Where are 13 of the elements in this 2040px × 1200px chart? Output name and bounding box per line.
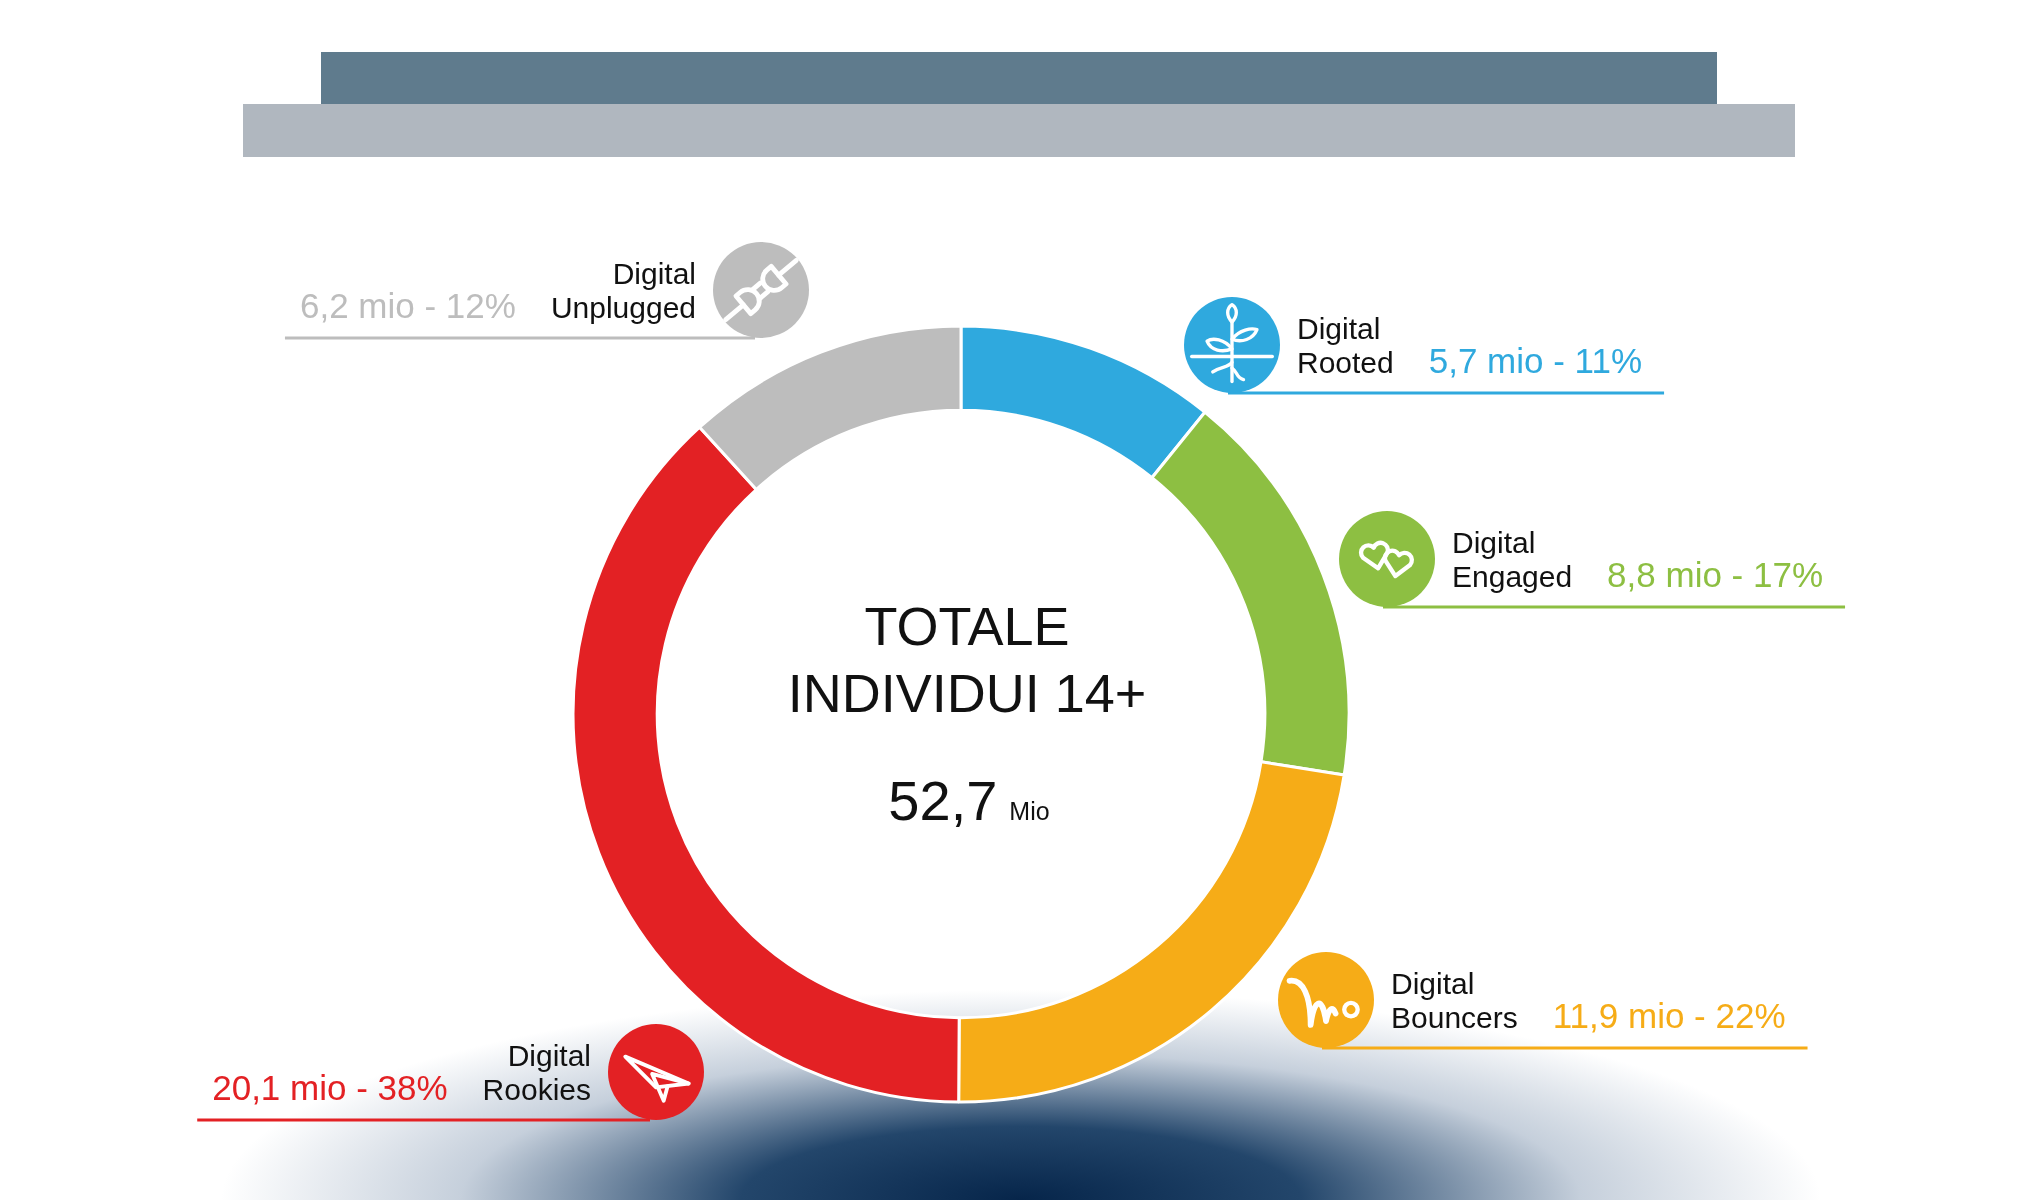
- slice-label: Digital Unplugged: [550, 257, 696, 324]
- data-label: 11,9 mio - 22%: [1552, 996, 1786, 1035]
- slice-label: Digital Rooted: [1297, 312, 1394, 379]
- slice-label: Digital Bouncers: [1391, 967, 1518, 1034]
- data-label: 5,7 mio - 11%: [1428, 341, 1643, 380]
- text: 52,7: [888, 769, 998, 832]
- data-label: 8,8 mio - 17%: [1607, 555, 1824, 594]
- text: Mio: [1009, 797, 1050, 825]
- slice-label: Digital Rookies: [482, 1039, 591, 1106]
- text: TOTALE INDIVIDUI 14+: [787, 595, 1147, 723]
- slice-label: Digital Engaged: [1452, 526, 1573, 593]
- data-label: 20,1 mio - 38%: [212, 1068, 448, 1107]
- data-label: 6,2 mio - 12%: [299, 286, 516, 325]
